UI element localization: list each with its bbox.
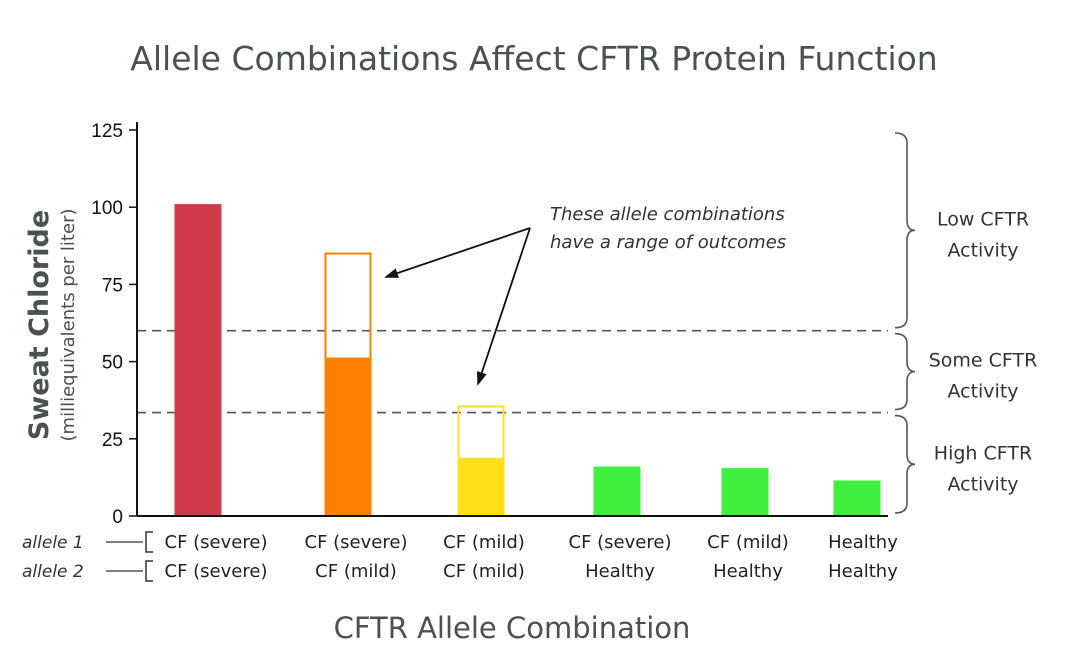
y-tick-label: 25 — [102, 430, 123, 451]
region-label-line-2: Activity — [947, 239, 1018, 261]
category-label-allele-1: CF (severe) — [305, 532, 408, 553]
category-label-allele-2: CF (mild) — [315, 561, 397, 582]
category-label-allele-2: CF (mild) — [443, 561, 525, 582]
annotation-line-2: have a range of outcomes — [550, 232, 786, 253]
region-brace — [894, 332, 916, 411]
region-brace — [894, 132, 916, 329]
y-axis-ticks: 0 25 50 75 100 125 — [91, 121, 137, 528]
bar — [324, 358, 372, 516]
category-label-allele-2: Healthy — [713, 561, 783, 582]
allele-2-bracket — [145, 560, 153, 582]
bar — [833, 480, 881, 516]
annotation-arrow-1 — [384, 227, 531, 278]
bar — [457, 458, 505, 516]
x-axis-title: CFTR Allele Combination — [334, 611, 691, 645]
bar — [721, 468, 769, 516]
category-label-allele-1: CF (severe) — [165, 532, 268, 553]
y-axis-title: Sweat Chloride (milliequivalents per lit… — [24, 209, 79, 442]
bar — [593, 466, 641, 516]
y-tick-label: 125 — [91, 121, 123, 142]
bar — [174, 204, 222, 516]
annotation-line-1: These allele combinations — [550, 204, 785, 225]
region-brace — [894, 414, 916, 514]
category-label-allele-1: CF (severe) — [569, 532, 672, 553]
y-tick-label: 100 — [91, 198, 123, 219]
bar-range-outline — [457, 405, 505, 460]
category-label-allele-2: Healthy — [828, 561, 898, 582]
y-tick-label: 50 — [102, 353, 123, 374]
allele-legend: allele 1 allele 2 — [22, 531, 153, 582]
region-label-line-2: Activity — [947, 473, 1018, 495]
category-label-allele-2: Healthy — [585, 561, 655, 582]
chart-title: Allele Combinations Affect CFTR Protein … — [130, 39, 937, 78]
activity-regions: Low CFTR Activity Some CFTR Activity High CF… — [894, 132, 1038, 514]
axes — [136, 122, 888, 517]
threshold-lines — [137, 329, 888, 414]
annotation: These allele combinations have a range o… — [384, 204, 786, 386]
region-label-line-1: High CFTR — [934, 442, 1032, 464]
category-label-allele-1: Healthy — [828, 532, 898, 553]
bar-range-outline — [324, 252, 372, 360]
allele-1-label: allele 1 — [22, 533, 84, 553]
region-label-line-2: Activity — [947, 381, 1018, 403]
y-axis-label: Sweat Chloride — [24, 210, 55, 440]
region-label-line-1: Low CFTR — [937, 208, 1029, 230]
y-axis-sublabel: (milliequivalents per liter) — [58, 209, 79, 442]
allele-2-label: allele 2 — [22, 562, 84, 582]
y-tick-label: 0 — [112, 507, 123, 528]
category-labels: CF (severe) CF (severe) CF (severe) CF (mil… — [165, 532, 899, 582]
bars — [174, 204, 881, 516]
category-label-allele-1: CF (mild) — [707, 532, 789, 553]
y-tick-label: 75 — [102, 275, 123, 296]
annotation-arrow-2 — [477, 227, 531, 386]
allele-1-bracket — [145, 531, 153, 553]
category-label-allele-2: CF (severe) — [165, 561, 268, 582]
region-label-line-1: Some CFTR — [929, 350, 1038, 372]
category-label-allele-1: CF (mild) — [443, 532, 525, 553]
